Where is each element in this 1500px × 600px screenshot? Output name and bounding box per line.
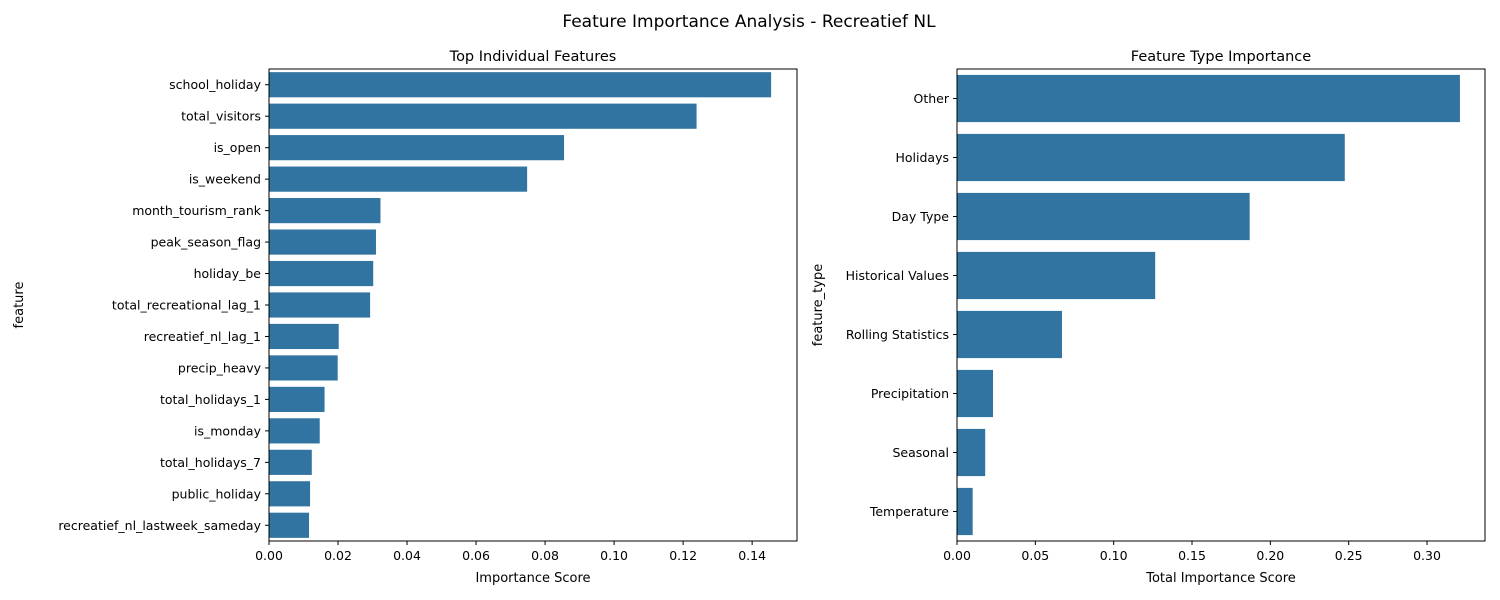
subplot-title: Top Individual Features [449, 49, 617, 65]
x-tick-label: 0.05 [1021, 548, 1049, 563]
y-tick-label-other: Other [914, 91, 950, 106]
x-tick-label: 0.04 [393, 548, 421, 563]
x-tick-label: 0.20 [1256, 548, 1284, 563]
y-tick-label-recreatief-nl-lastweek-sameday: recreatief_nl_lastweek_sameday [58, 518, 261, 533]
bar-is-open [269, 135, 565, 161]
y-tick-label-historical-values: Historical Values [846, 268, 949, 283]
x-tick-label: 0.00 [255, 548, 283, 563]
bar-seasonal [957, 428, 986, 477]
x-tick-label: 0.00 [943, 548, 971, 563]
y-tick-label-school-holiday: school_holiday [169, 77, 261, 92]
bar-precip-heavy [269, 355, 338, 381]
x-tick-label: 0.02 [324, 548, 352, 563]
y-tick-label-public-holiday: public_holiday [172, 486, 262, 501]
y-tick-label-total-recreational-lag-1: total_recreational_lag_1 [112, 298, 261, 313]
x-tick-label: 0.08 [531, 548, 559, 563]
bar-total-holidays-7 [269, 449, 312, 475]
bar-month-tourism-rank [269, 198, 381, 224]
bar-other [957, 74, 1460, 123]
y-axis-label: feature [12, 282, 27, 329]
figure-title: Feature Importance Analysis - Recreatief… [562, 12, 936, 32]
x-tick-label: 0.06 [462, 548, 490, 563]
y-tick-label-recreatief-nl-lag-1: recreatief_nl_lag_1 [144, 329, 261, 344]
bar-total-holidays-1 [269, 386, 325, 412]
bar-holiday-be [269, 260, 374, 287]
x-axis-label: Total Importance Score [1145, 571, 1296, 586]
y-tick-label-total-holidays-7: total_holidays_7 [160, 455, 261, 470]
x-tick-label: 0.12 [669, 548, 697, 563]
x-axis-label: Importance Score [475, 571, 590, 586]
bar-precipitation [957, 369, 994, 418]
axes-frame [268, 68, 798, 542]
y-tick-label-total-visitors: total_visitors [181, 109, 261, 124]
x-tick-label: 0.10 [1100, 548, 1128, 563]
y-tick-label-peak-season-flag: peak_season_flag [151, 235, 261, 250]
y-tick-label-rolling-statistics: Rolling Statistics [846, 327, 949, 342]
bar-peak-season-flag [269, 229, 376, 255]
axes-frame [956, 68, 1486, 542]
chart-panel-feature-type-importance: Feature Type Importance Other Holidays Day … [811, 49, 1486, 586]
y-tick-label-total-holidays-1: total_holidays_1 [160, 392, 261, 407]
y-tick-label-holiday-be: holiday_be [194, 266, 262, 281]
chart-panel-top-individual-features: Top Individual Features school_holidaytot… [12, 49, 798, 586]
bar-rolling-statistics [957, 310, 1062, 359]
subplot-title: Feature Type Importance [1131, 49, 1311, 65]
y-tick-label-precipitation: Precipitation [871, 386, 949, 401]
x-tick-label: 0.10 [600, 548, 628, 563]
x-tick-label: 0.30 [1413, 548, 1441, 563]
bar-day-type [957, 192, 1250, 241]
y-tick-label-seasonal: Seasonal [892, 445, 949, 460]
y-tick-label-is-monday: is_monday [194, 423, 262, 438]
bar-recreatief-nl-lastweek-sameday [269, 512, 310, 538]
bar-school-holiday [269, 72, 772, 98]
y-tick-label-is-open: is_open [214, 140, 261, 155]
y-tick-label-temperature: Temperature [869, 504, 949, 519]
y-tick-label-holidays: Holidays [896, 150, 950, 165]
x-tick-label: 0.14 [738, 548, 766, 563]
bar-is-monday [269, 418, 320, 444]
y-tick-label-is-weekend: is_weekend [189, 172, 261, 187]
bar-recreatief-nl-lag-1 [269, 323, 339, 350]
bar-public-holiday [269, 481, 311, 507]
bar-total-recreational-lag-1 [269, 292, 371, 318]
y-tick-label-month-tourism-rank: month_tourism_rank [132, 203, 262, 218]
bar-temperature [957, 487, 973, 536]
bar-historical-values [957, 251, 1156, 300]
bar-is-weekend [269, 166, 528, 192]
x-tick-label: 0.25 [1335, 548, 1363, 563]
x-tick-label: 0.15 [1178, 548, 1206, 563]
y-tick-label-day-type: Day Type [892, 209, 950, 224]
bar-total-visitors [269, 103, 697, 129]
y-tick-label-precip-heavy: precip_heavy [178, 360, 262, 375]
y-axis-label: feature_type [811, 264, 826, 346]
bar-holidays [957, 133, 1345, 182]
